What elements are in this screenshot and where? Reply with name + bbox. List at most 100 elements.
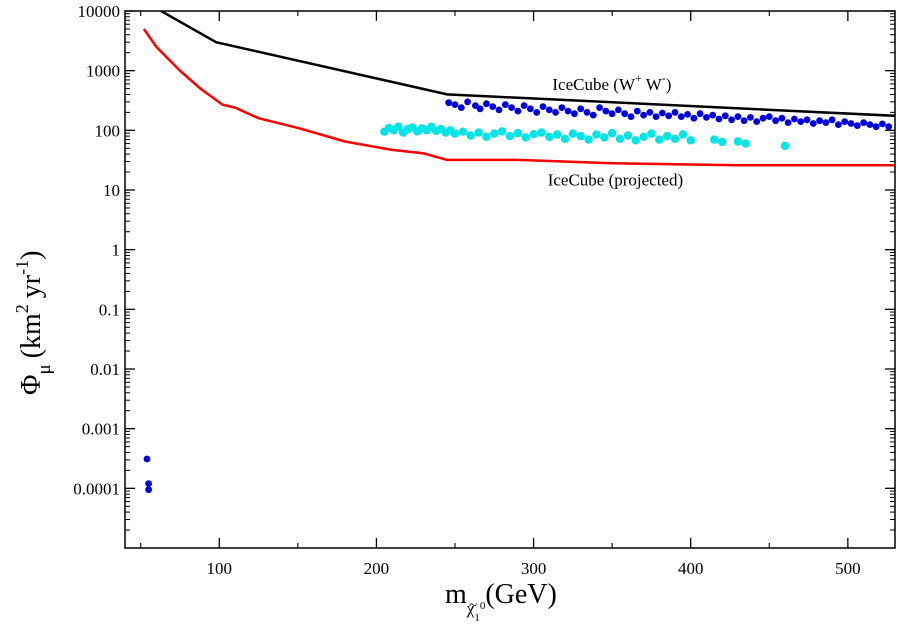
point-blue_points <box>577 105 585 113</box>
point-cyan_points <box>466 131 475 140</box>
point-blue_points <box>501 101 509 108</box>
point-blue_points <box>659 109 666 117</box>
point-blue_points <box>835 121 842 128</box>
point-blue_points <box>483 100 490 108</box>
point-blue_points <box>145 480 153 487</box>
point-cyan_points <box>733 137 743 146</box>
point-cyan_points <box>521 133 530 142</box>
point-blue_points <box>747 114 754 121</box>
y-tick-label: 10000 <box>78 2 121 21</box>
point-blue_points <box>828 116 836 124</box>
point-blue_points <box>753 118 761 125</box>
point-blue_points <box>451 101 459 108</box>
x-tick-label: 400 <box>678 559 704 578</box>
point-blue_points <box>476 105 484 113</box>
point-blue_points <box>652 113 660 120</box>
point-blue_points <box>866 121 874 128</box>
point-blue_points <box>885 123 893 131</box>
point-blue_points <box>646 109 654 116</box>
point-blue_points <box>495 106 503 114</box>
point-blue_points <box>533 109 541 116</box>
point-cyan_points <box>497 127 507 136</box>
point-cyan_points <box>780 141 790 150</box>
point-cyan_points <box>394 122 403 131</box>
point-blue_points <box>715 115 723 123</box>
point-blue_points <box>696 110 704 118</box>
plot-frame <box>124 10 896 549</box>
y-tick-label: 100 <box>95 121 121 140</box>
series-line-icecube_ww <box>160 11 895 118</box>
point-blue_points <box>703 114 710 121</box>
point-blue_points <box>797 118 805 125</box>
point-blue_points <box>690 114 698 122</box>
point-blue_points <box>514 107 522 115</box>
point-blue_points <box>772 117 779 125</box>
point-blue_points <box>879 120 886 128</box>
y-axis-title-group: Φμ(km2yr-1) <box>12 251 55 395</box>
point-cyan_points <box>552 130 562 139</box>
point-blue_points <box>784 119 792 126</box>
point-blue_points <box>728 116 735 124</box>
point-cyan_points <box>678 130 688 139</box>
y-tick-label: 0.01 <box>90 360 120 379</box>
point-blue_points <box>596 104 603 111</box>
y-tick-label: 10 <box>103 181 120 200</box>
point-blue_points <box>778 114 786 122</box>
point-cyan_points <box>615 134 625 143</box>
point-blue_points <box>847 120 855 127</box>
point-blue_points <box>143 455 151 463</box>
point-cyan_points <box>686 136 695 145</box>
point-blue_points <box>665 112 673 120</box>
y-tick-label: 0.0001 <box>73 479 120 498</box>
point-blue_points <box>558 104 566 111</box>
point-blue_points <box>640 111 647 119</box>
y-tick-label: 0.001 <box>82 420 120 439</box>
point-blue_points <box>621 110 629 118</box>
x-axis-title: mχ10(GeV) <box>445 579 557 624</box>
point-cyan_points <box>647 129 656 138</box>
point-cyan_points <box>505 131 515 141</box>
x-tick-label: 200 <box>364 559 390 578</box>
x-tick-label: 500 <box>835 559 861 578</box>
point-blue_points <box>872 123 880 131</box>
point-cyan_points <box>662 131 672 141</box>
point-blue_points <box>615 106 622 114</box>
point-cyan_points <box>560 134 570 143</box>
point-cyan_points <box>450 129 460 138</box>
point-cyan_points <box>710 135 719 144</box>
point-blue_points <box>583 109 591 116</box>
point-cyan_points <box>474 128 483 137</box>
point-cyan_points <box>513 128 523 138</box>
point-cyan_points <box>545 132 554 141</box>
point-blue_points <box>602 107 610 115</box>
point-blue_points <box>457 104 465 111</box>
point-cyan_points <box>490 129 499 138</box>
point-blue_points <box>633 107 641 115</box>
axis-ticks: 100 200 300 400 500 0.0001 0.001 0.01 0.1 1 10 100 1… <box>73 2 895 578</box>
point-cyan_points <box>670 134 680 143</box>
point-blue_points <box>527 105 534 113</box>
point-cyan_points <box>529 130 538 139</box>
point-blue_points <box>684 111 691 118</box>
point-cyan_points <box>655 135 664 144</box>
x-axis-title-accent: ~ <box>469 598 477 614</box>
annotation-icecube-ww: IceCube (W+ W-) <box>552 71 671 94</box>
point-cyan_points <box>741 139 750 148</box>
point-blue_points <box>853 122 861 129</box>
point-blue_points <box>145 486 153 494</box>
point-cyan_points <box>639 132 648 141</box>
point-blue_points <box>759 114 767 122</box>
point-cyan_points <box>600 133 609 142</box>
point-blue_points <box>841 118 849 125</box>
y-axis-title: Φμ(km2yr-1) <box>12 251 55 395</box>
point-cyan_points <box>631 136 640 145</box>
point-blue_points <box>489 103 497 110</box>
point-cyan_points <box>584 135 593 144</box>
point-cyan_points <box>568 129 578 138</box>
point-cyan_points <box>592 130 601 139</box>
point-blue_points <box>520 102 528 109</box>
point-blue_points <box>539 103 547 110</box>
point-blue_points <box>571 110 578 118</box>
point-blue_points <box>464 98 471 106</box>
